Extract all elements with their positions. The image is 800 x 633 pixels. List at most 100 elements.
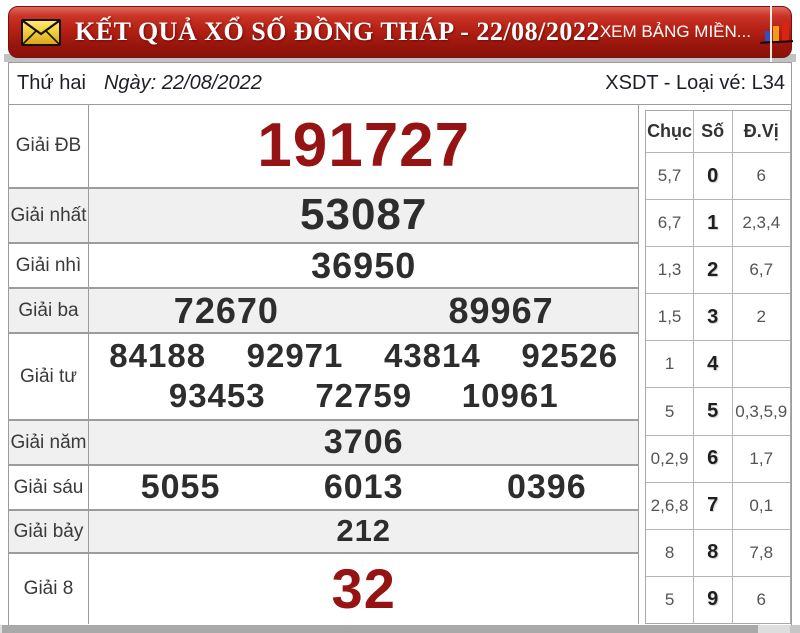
prize-number: 89967: [448, 289, 554, 331]
tens-cell: 5: [646, 576, 694, 623]
prize-row-g8: Giải 8 32: [9, 554, 639, 624]
prize-row-bay: Giải bảy 212: [9, 511, 639, 554]
page-title: KẾT QUẢ XỔ SỐ ĐỒNG THÁP - 22/08/2022: [75, 17, 600, 46]
units-cell: 0,1: [749, 495, 774, 515]
prize-values: 3706: [89, 421, 638, 464]
weekday-label: Thứ hai: [17, 72, 86, 94]
prize-number: 0396: [506, 467, 587, 506]
prize-values: 5055 6013 0396: [89, 466, 638, 509]
digit-table-row: 5,7 0 6: [646, 153, 790, 201]
prize-label: Giải nhất: [9, 189, 89, 242]
prize-number: 93453: [168, 377, 266, 415]
prize-number: 3706: [323, 422, 404, 461]
chart-baseline: [759, 40, 793, 44]
units-cell: 6: [756, 589, 766, 609]
prize-number: 72759: [315, 377, 413, 415]
units-cell: 1,7: [749, 448, 774, 468]
units-cell: 7,8: [749, 542, 774, 562]
prize-values: 212: [89, 511, 638, 552]
header-bar: KẾT QUẢ XỔ SỐ ĐỒNG THÁP - 22/08/2022 XEM…: [8, 6, 795, 58]
prize-values: 36950: [89, 244, 638, 287]
units-cell: 6: [756, 166, 766, 186]
digit-cell: 6: [694, 435, 733, 482]
tens-cell: 5,7: [646, 153, 694, 200]
units-cell: 2,3,4: [742, 213, 781, 233]
digit-cell: 2: [694, 247, 733, 294]
prize-number: 6013: [323, 467, 404, 506]
header-right-group: XEM BẢNG MIỀN...: [600, 19, 795, 45]
number-line: 93453 72759 10961: [89, 377, 638, 415]
bar-chart-icon[interactable]: [759, 19, 795, 45]
prize-label: Giải nhì: [9, 244, 89, 287]
prize-label: Giải sáu: [9, 466, 89, 509]
digit-table-row: 1,5 3 2: [646, 294, 790, 342]
prize-row-tu: Giải tư 84188 92971 43814 92526 93453 72759 109…: [9, 334, 639, 421]
prize-number: 32: [331, 556, 396, 620]
tens-cell: 6,7: [646, 200, 694, 247]
tables-area: Giải ĐB 191727 Giải nhất 53087 Giải nhì 36950…: [9, 105, 791, 624]
digit-cell: 7: [694, 482, 733, 529]
digit-table-header: Chục Số Đ.Vị: [646, 111, 790, 153]
prize-label: Giải tư: [9, 334, 89, 419]
number-line: 84188 92971 43814 92526: [89, 339, 638, 374]
horizontal-scrollbar[interactable]: [0, 625, 800, 633]
units-cell: 0,3,5,9: [735, 401, 788, 421]
prize-number: 5055: [140, 467, 221, 506]
prize-label: Giải ba: [9, 289, 89, 332]
prize-number: 92971: [246, 337, 344, 375]
tens-cell: 8: [646, 529, 694, 576]
chart-bar-orange: [772, 26, 779, 41]
prize-number: 212: [336, 513, 392, 549]
scrollbar-thumb[interactable]: [2, 625, 758, 633]
digit-cell: 8: [694, 529, 733, 576]
prize-table: Giải ĐB 191727 Giải nhất 53087 Giải nhì 36950…: [9, 105, 640, 624]
prize-number: 53087: [300, 190, 428, 240]
chart-bar-blue: [764, 31, 770, 41]
window-seam-divider: [770, 0, 772, 62]
tens-cell: 0,2,9: [646, 435, 694, 482]
units-cell: 6,7: [749, 260, 774, 280]
view-region-link[interactable]: XEM BẢNG MIỀN...: [599, 22, 751, 41]
results-content-box: Thứ hai Ngày: 22/08/2022 XSDT - Loại vé:…: [8, 62, 792, 626]
prize-row-sau: Giải sáu 5055 6013 0396: [9, 466, 639, 511]
number-line: 3706: [89, 422, 638, 461]
prize-label: Giải bảy: [9, 511, 89, 552]
number-line: 36950: [89, 246, 638, 285]
tens-cell: 1,3: [646, 247, 694, 294]
prize-row-nam: Giải năm 3706: [9, 421, 639, 466]
date-row: Thứ hai Ngày: 22/08/2022 XSDT - Loại vé:…: [9, 63, 791, 105]
prize-row-nhat: Giải nhất 53087: [9, 189, 639, 244]
digit-table-row: 6,7 1 2,3,4: [646, 200, 790, 248]
digit-cell: 3: [694, 294, 733, 341]
digit-cell: 0: [694, 153, 733, 200]
digit-table-row: 1,3 2 6,7: [646, 247, 790, 295]
prize-number: 92526: [521, 337, 619, 375]
prize-number: 84188: [109, 337, 207, 375]
prize-label: Giải 8: [9, 554, 89, 624]
scrollbar-corner: [790, 625, 800, 633]
digit-table-row: 2,6,8 7 0,1: [646, 482, 790, 530]
digit-cell: 5: [694, 388, 733, 435]
header-shadow-strip: [4, 54, 796, 62]
draw-date-label: Ngày: 22/08/2022: [103, 72, 262, 94]
units-cell: [733, 341, 790, 387]
prize-row-db: Giải ĐB 191727: [9, 105, 639, 189]
number-line: 53087: [89, 192, 638, 238]
prize-number: 191727: [257, 111, 471, 181]
ticket-info-label: XSDT - Loại vé: L34: [605, 72, 785, 94]
digit-table-row: 8 8 7,8: [646, 529, 790, 577]
prize-row-ba: Giải ba 72670 89967: [9, 289, 639, 334]
digit-cell: 1: [694, 200, 733, 247]
prize-row-nhi: Giải nhì 36950: [9, 244, 639, 289]
tens-cell: 1: [646, 341, 694, 388]
prize-number: 43814: [383, 337, 481, 375]
digit-cell: 9: [694, 576, 733, 623]
number-line: 191727: [89, 113, 638, 178]
prize-values: 53087: [89, 189, 638, 242]
prize-values: 191727: [89, 105, 638, 187]
digit-table-row: 5 5 0,3,5,9: [646, 388, 790, 436]
prize-number: 72670: [173, 289, 279, 331]
tens-cell: 2,6,8: [646, 482, 694, 529]
